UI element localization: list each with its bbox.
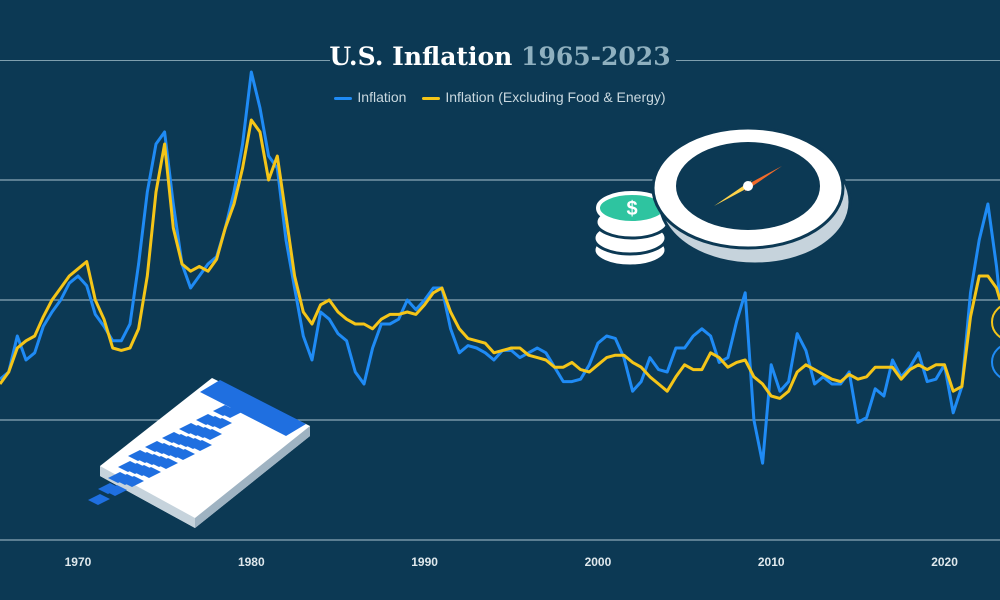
chart-title: U.S. Inflation 1965-2023	[0, 42, 1000, 71]
x-tick-label: 2020	[931, 555, 958, 569]
legend: Inflation Inflation (Excluding Food & En…	[0, 89, 1000, 105]
calculator-key	[230, 396, 252, 407]
x-tick-label: 2000	[585, 555, 612, 569]
legend-item-inflation: Inflation	[334, 89, 406, 105]
calculator-key	[166, 447, 188, 458]
title-rule-right	[676, 60, 1000, 61]
calculator-key	[173, 449, 195, 460]
calculator-key	[98, 483, 120, 494]
x-tick-label: 1970	[65, 555, 92, 569]
calculator-key	[190, 440, 212, 451]
calculator-key	[88, 494, 110, 505]
legend-swatch-yellow	[422, 96, 441, 100]
calculator-key	[125, 463, 147, 474]
calculator-key	[179, 423, 201, 434]
calculator-key	[156, 458, 178, 469]
legend-label: Inflation (Excluding Food & Energy)	[445, 89, 666, 105]
calculator-key	[196, 414, 218, 425]
calculator-key	[162, 432, 184, 443]
calculator-key	[128, 450, 150, 461]
calculator-key	[203, 416, 225, 427]
calculator-icon	[88, 378, 310, 528]
x-tick-label: 1990	[411, 555, 438, 569]
calculator-key	[159, 445, 181, 456]
calculator-key	[152, 443, 174, 454]
calculator-key	[145, 441, 167, 452]
legend-item-core: Inflation (Excluding Food & Energy)	[422, 89, 666, 105]
series-line-inflation	[0, 70, 1000, 465]
calculator-key	[139, 467, 161, 478]
calculator-key	[105, 485, 127, 496]
svg-text:$: $	[626, 198, 637, 220]
marker-circle-yellow	[991, 305, 1000, 339]
calculator-key	[142, 454, 164, 465]
calculator-key	[135, 452, 157, 463]
calculator-key	[186, 425, 208, 436]
calculator-key	[193, 427, 215, 438]
calculator-key	[149, 456, 171, 467]
title-rule-left	[0, 60, 330, 61]
series-line-core-inflation	[0, 118, 1000, 400]
chart-title-years: 1965-2023	[521, 42, 671, 71]
calculator-key	[183, 438, 205, 449]
calculator-key	[176, 436, 198, 447]
calculator-key	[213, 405, 235, 416]
calculator-key	[118, 461, 140, 472]
chart-title-main: U.S. Inflation	[329, 42, 513, 71]
marker-circle-blue	[991, 345, 1000, 379]
calculator-key	[132, 465, 154, 476]
x-tick-label: 2010	[758, 555, 785, 569]
x-tick-label: 1980	[238, 555, 265, 569]
calculator-key	[220, 407, 242, 418]
calculator-key	[169, 434, 191, 445]
coins-icon: $	[592, 191, 670, 268]
compass-icon	[651, 126, 852, 266]
calculator-key	[108, 472, 130, 483]
legend-swatch-blue	[334, 96, 353, 100]
calculator-key	[122, 476, 144, 487]
calculator-key	[210, 418, 232, 429]
legend-label: Inflation	[357, 89, 407, 105]
calculator-key	[115, 474, 137, 485]
calculator-key	[200, 429, 222, 440]
